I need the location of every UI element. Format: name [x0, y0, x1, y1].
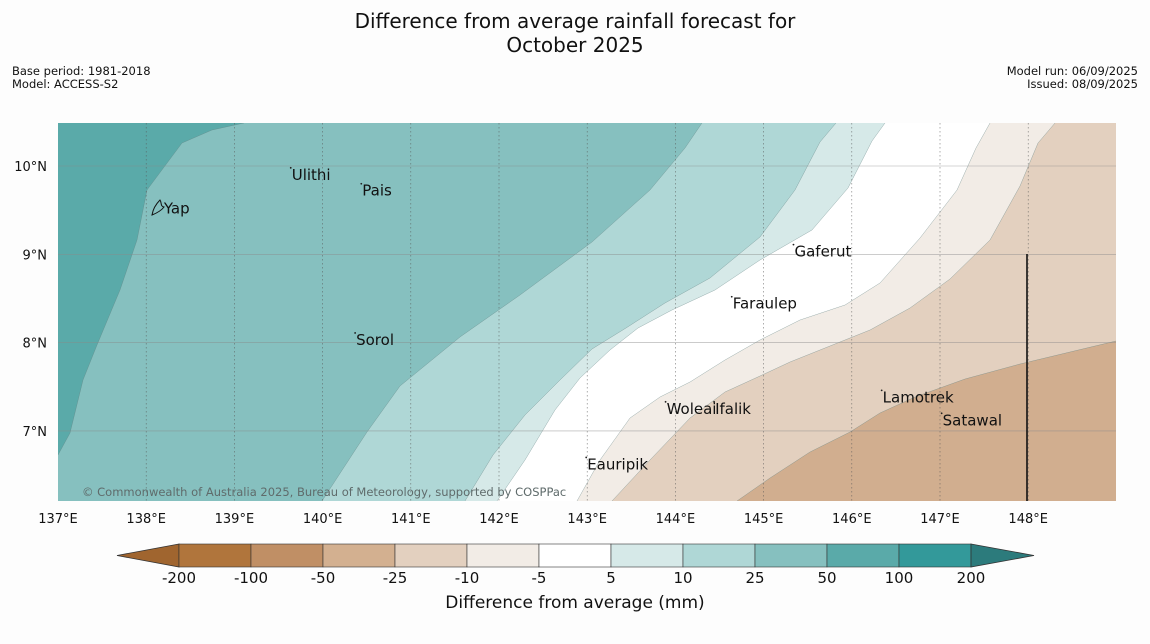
place-sorol: Sorol	[354, 331, 394, 349]
colorbar-segment	[610, 543, 684, 568]
map-panel: Yap Ulithi Pais Gaferut Faraulep Sorol WoleaiI…	[58, 123, 1116, 501]
colorbar-extend-high	[970, 543, 1035, 568]
colorbar-segment	[322, 543, 396, 568]
island-dot	[730, 295, 733, 298]
title-line-2: October 2025	[506, 33, 644, 57]
place-markers: Yap Ulithi Pais Gaferut Faraulep Sorol WoleaiI…	[163, 166, 1002, 474]
island-dot	[664, 400, 667, 403]
map-title: Difference from average rainfall forecas…	[0, 9, 1150, 57]
longitude-label: 144°E	[656, 512, 696, 527]
title-line-1: Difference from average rainfall forecas…	[354, 9, 796, 33]
place-eauripik: Eauripik	[585, 455, 648, 473]
latitude-labels: 10°N 9°N 8°N 7°N	[14, 160, 47, 440]
colorbar-segment	[250, 543, 324, 568]
place-gaferut: Gaferut	[792, 243, 851, 261]
place-lamotrek: Lamotrek	[880, 388, 954, 406]
longitude-label: 146°E	[832, 512, 872, 527]
colorbar-tick-label: -50	[311, 569, 336, 587]
place-ulithi: Ulithi	[289, 166, 331, 184]
latitude-label: 8°N	[23, 337, 48, 352]
longitude-label: 138°E	[126, 512, 166, 527]
place-label: Sorol	[356, 331, 394, 349]
latitude-label: 9°N	[23, 248, 48, 263]
colorbar-tick-label: 25	[745, 569, 764, 587]
base-period: Base period: 1981-2018	[12, 64, 151, 78]
island-dot	[289, 166, 292, 169]
island-dot	[940, 412, 943, 415]
place-label: Gaferut	[794, 243, 851, 261]
band-plus-25	[58, 123, 702, 501]
place-label: Eauripik	[587, 455, 648, 473]
place-label: Faraulep	[733, 295, 797, 313]
model-name: Model: ACCESS-S2	[12, 77, 119, 91]
colorbar-title: Difference from average (mm)	[445, 593, 705, 613]
longitude-label: 142°E	[479, 512, 519, 527]
longitude-label: 143°E	[567, 512, 607, 527]
place-label: Ulithi	[292, 166, 331, 184]
meta-left: Base period: 1981-2018 Model: ACCESS-S2	[12, 65, 151, 91]
island-dot	[360, 182, 363, 185]
colorbar-segment	[538, 543, 612, 568]
colorbar-segment	[682, 543, 756, 568]
place-label: Woleai	[667, 400, 717, 418]
colorbar-tick-label: -5	[532, 569, 547, 587]
longitude-label: 148°E	[1008, 512, 1048, 527]
colorbar-segment	[826, 543, 900, 568]
colorbar-tick-label: -25	[383, 569, 408, 587]
colorbar-tick-label: 10	[673, 569, 692, 587]
island-dot	[792, 243, 795, 246]
place-faraulep: Faraulep	[730, 295, 797, 313]
place-label: Lamotrek	[883, 388, 954, 406]
colorbar-segment	[178, 543, 252, 568]
colorbar-tick-label: 50	[817, 569, 836, 587]
model-run: Model run: 06/09/2025	[1006, 64, 1138, 78]
island-dot	[880, 389, 883, 392]
colorbar: -200 -100 -50 -25 -10 -5 5 10 25 50 100 200	[116, 543, 1035, 587]
issued-date: Issued: 08/09/2025	[1027, 77, 1138, 91]
colorbar-segment	[466, 543, 540, 568]
longitude-labels: 137°E 138°E 139°E 140°E 141°E 142°E 143°E 144°E…	[38, 512, 1048, 527]
latitude-label: 10°N	[14, 160, 47, 175]
colorbar-tick-label: -100	[234, 569, 268, 587]
longitude-label: 141°E	[391, 512, 431, 527]
colorbar-tick-label: 200	[957, 569, 986, 587]
meta-right: Model run: 06/09/2025 Issued: 08/09/2025	[1007, 65, 1138, 91]
place-pais: Pais	[360, 182, 392, 200]
place-label: Ifalik	[715, 400, 751, 418]
place-woleai: Woleai	[664, 400, 717, 418]
colorbar-segment	[898, 543, 972, 568]
gridlines	[58, 123, 1116, 501]
place-ifalik: Ifalik	[713, 400, 751, 418]
colorbar-tick-label: 5	[606, 569, 616, 587]
place-yap: Yap	[163, 199, 190, 217]
yap-island-outline	[151, 199, 165, 216]
place-label: Satawal	[943, 411, 1002, 429]
longitude-label: 147°E	[920, 512, 960, 527]
colorbar-segment	[754, 543, 828, 568]
place-satawal: Satawal	[940, 411, 1002, 429]
contour-lines	[58, 123, 1116, 501]
longitude-label: 140°E	[303, 512, 343, 527]
island-dot	[713, 400, 715, 403]
place-label: Yap	[163, 199, 190, 217]
colorbar-extend-low	[116, 543, 180, 568]
copyright-notice: © Commonwealth of Australia 2025, Bureau…	[82, 485, 566, 499]
island-dot	[354, 332, 357, 334]
place-label: Pais	[362, 182, 392, 200]
colorbar-tick-label: -200	[162, 569, 196, 587]
colorbar-tick-label: 100	[885, 569, 914, 587]
band-plus-50	[58, 123, 244, 455]
longitude-label: 145°E	[744, 512, 784, 527]
longitude-label: 139°E	[215, 512, 255, 527]
longitude-label: 137°E	[38, 512, 78, 527]
colorbar-tick-label: -10	[455, 569, 480, 587]
island-dot	[585, 456, 588, 459]
latitude-label: 7°N	[23, 425, 48, 440]
colorbar-segment	[394, 543, 468, 568]
